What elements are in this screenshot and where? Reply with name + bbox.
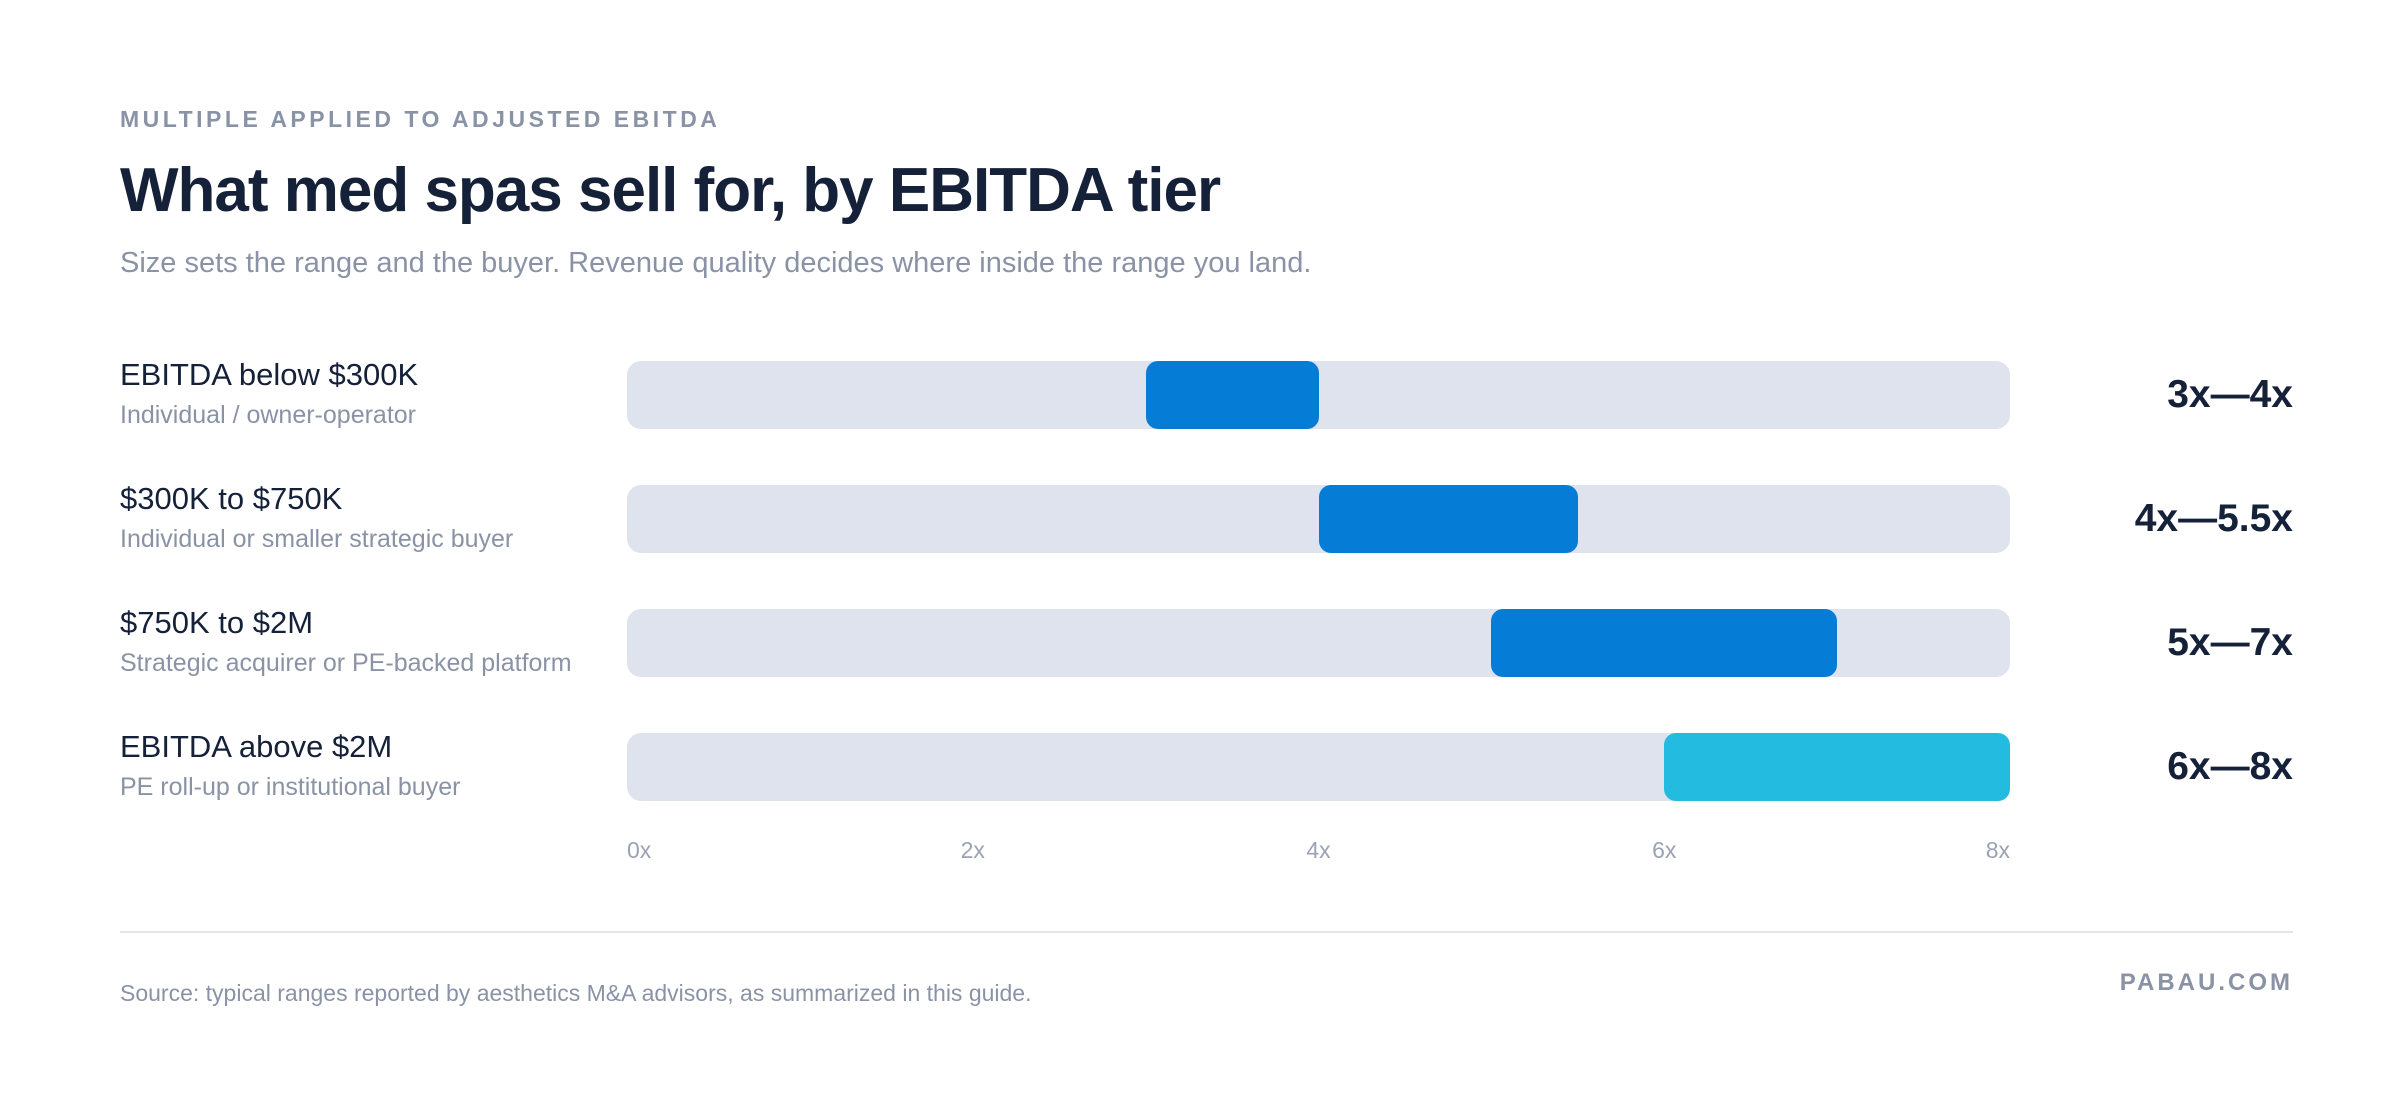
eyebrow: MULTIPLE APPLIED TO ADJUSTED EBITDA — [120, 106, 721, 132]
buyer-label: PE roll-up or institutional buyer — [120, 773, 461, 801]
range-value-label: 4x—5.5x — [2134, 497, 2293, 540]
range-value-label: 5x—7x — [2167, 621, 2293, 664]
page-subtitle: Size sets the range and the buyer. Reven… — [120, 247, 1312, 279]
range-value-label: 3x—4x — [2167, 373, 2293, 416]
buyer-label: Individual or smaller strategic buyer — [120, 525, 514, 553]
tier-label: EBITDA below $300K — [120, 357, 419, 392]
x-tick-label: 8x — [1985, 837, 2010, 863]
range-value-label: 6x—8x — [2167, 745, 2293, 788]
range-track — [627, 733, 2010, 801]
page-title: What med spas sell for, by EBITDA tier — [120, 156, 1221, 225]
x-tick-label: 2x — [960, 837, 985, 863]
buyer-label: Strategic acquirer or PE-backed platform — [120, 649, 572, 677]
buyer-label: Individual / owner-operator — [120, 401, 416, 429]
tier-label: $300K to $750K — [120, 481, 343, 516]
range-bar — [1491, 609, 1838, 677]
x-tick-label: 0x — [627, 837, 652, 863]
row-label-0: EBITDA below $300K Individual / owner-op… — [120, 355, 418, 433]
tier-label: EBITDA above $2M — [120, 729, 393, 764]
x-tick-label: 4x — [1306, 837, 1331, 863]
row-label-2: $750K to $2M Strategic acquirer or PE-ba… — [120, 603, 572, 681]
range-bar — [1318, 485, 1578, 553]
range-track — [627, 609, 2010, 677]
source-note: Source: typical ranges reported by aesth… — [120, 980, 1032, 1006]
range-bar — [1664, 733, 2010, 801]
x-tick-label: 6x — [1652, 837, 1677, 863]
divider — [120, 931, 2293, 933]
row-label-3: EBITDA above $2M PE roll-up or instituti… — [120, 727, 460, 805]
range-track — [627, 485, 2010, 553]
range-track — [627, 361, 2010, 429]
brand-label: PABAU.COM — [2119, 969, 2293, 996]
range-bar — [1145, 361, 1319, 429]
tier-label: $750K to $2M — [120, 605, 314, 640]
row-label-1: $300K to $750K Individual or smaller str… — [120, 479, 513, 557]
